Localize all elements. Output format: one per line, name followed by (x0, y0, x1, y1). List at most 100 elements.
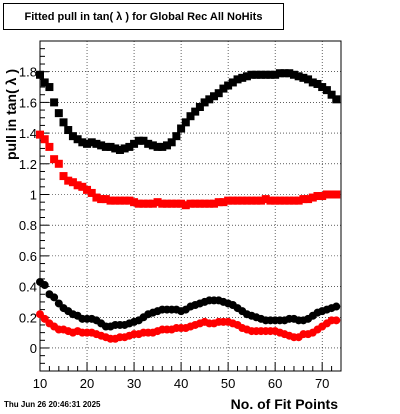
data-point-square (148, 199, 157, 208)
data-point-square (242, 72, 251, 81)
y-tick-label: 0.2 (19, 310, 37, 325)
data-point-square (45, 142, 54, 151)
data-point-square (257, 70, 266, 79)
data-point-square (162, 199, 171, 208)
data-point-square (177, 124, 186, 133)
data-point-square (64, 126, 73, 135)
data-point-square (115, 145, 124, 154)
y-axis-label: pull in tan( λ ) (3, 69, 19, 160)
data-point-circle (332, 316, 341, 325)
timestamp-footer: Thu Jun 26 20:46:31 2025 (4, 400, 101, 409)
data-point-square (266, 196, 275, 205)
chart-title: Fitted pull in tan( λ ) for Global Rec A… (3, 3, 284, 30)
data-point-square (101, 195, 110, 204)
data-point-square (332, 190, 341, 199)
data-points (36, 69, 341, 343)
data-point-square (106, 142, 115, 151)
data-point-square (266, 70, 275, 79)
data-point-square (318, 83, 327, 92)
data-point-square (158, 142, 167, 151)
data-point-square (167, 199, 176, 208)
data-point-square (167, 138, 176, 147)
data-point-square (299, 195, 308, 204)
data-point-square (64, 176, 73, 185)
data-point-square (242, 196, 251, 205)
data-point-square (304, 195, 313, 204)
x-tick-label: 60 (268, 376, 282, 391)
data-point-square (271, 196, 280, 205)
data-point-square (322, 190, 331, 199)
data-point-circle (50, 293, 59, 302)
y-tick-label: 0.4 (19, 280, 37, 295)
data-point-square (181, 118, 190, 127)
data-point-square (144, 199, 153, 208)
data-point-square (322, 86, 331, 95)
data-point-square (111, 144, 120, 153)
data-point-square (139, 199, 148, 208)
data-point-circle (332, 302, 341, 311)
data-point-square (50, 155, 59, 164)
data-point-square (224, 81, 233, 90)
data-point-square (294, 72, 303, 81)
data-point-square (162, 141, 171, 150)
data-point-square (78, 182, 87, 191)
data-point-square (191, 199, 200, 208)
x-tick-label: 70 (315, 376, 329, 391)
data-point-square (233, 196, 242, 205)
data-point-square (285, 69, 294, 78)
data-point-square (125, 142, 134, 151)
data-point-square (289, 70, 298, 79)
data-point-square (308, 78, 317, 87)
data-point-square (214, 198, 223, 207)
data-point-square (172, 132, 181, 141)
y-tick-label: 1.4 (19, 126, 37, 141)
data-point-square (92, 139, 101, 148)
y-tick-label: 0.8 (19, 218, 37, 233)
data-point-square (280, 69, 289, 78)
data-point-square (120, 144, 129, 153)
data-point-circle (40, 281, 49, 290)
data-point-square (40, 135, 49, 144)
data-point-square (50, 98, 59, 107)
data-point-square (186, 112, 195, 121)
data-point-square (153, 142, 162, 151)
data-point-square (210, 92, 219, 101)
x-tick-label: 30 (127, 376, 141, 391)
data-point-square (54, 109, 63, 118)
x-tick-label: 40 (174, 376, 188, 391)
data-point-square (153, 198, 162, 207)
data-point-square (238, 73, 247, 82)
data-point-square (59, 118, 68, 127)
data-point-square (97, 141, 106, 150)
data-point-square (106, 196, 115, 205)
data-point-square (252, 70, 261, 79)
data-point-square (252, 196, 261, 205)
data-point-square (36, 130, 44, 139)
data-point-square (59, 172, 68, 181)
data-point-square (327, 90, 336, 99)
data-point-square (224, 196, 233, 205)
data-point-square (261, 70, 270, 79)
data-point-square (195, 199, 204, 208)
data-point-square (172, 199, 181, 208)
data-point-square (101, 142, 110, 151)
data-point-square (205, 199, 214, 208)
data-point-square (115, 196, 124, 205)
data-point-square (233, 75, 242, 84)
data-point-square (83, 185, 92, 194)
data-point-square (327, 190, 336, 199)
data-point-square (275, 196, 284, 205)
data-point-square (275, 69, 284, 78)
data-point-square (54, 159, 63, 168)
data-point-square (158, 199, 167, 208)
x-tick-label: 20 (80, 376, 94, 391)
x-axis-label: No. of Fit Points (230, 396, 338, 412)
data-point-square (205, 95, 214, 104)
data-point-square (139, 136, 148, 145)
data-point-square (210, 199, 219, 208)
data-point-square (271, 70, 280, 79)
data-point-square (134, 136, 143, 145)
data-point-square (318, 192, 327, 201)
data-point-square (219, 84, 228, 93)
